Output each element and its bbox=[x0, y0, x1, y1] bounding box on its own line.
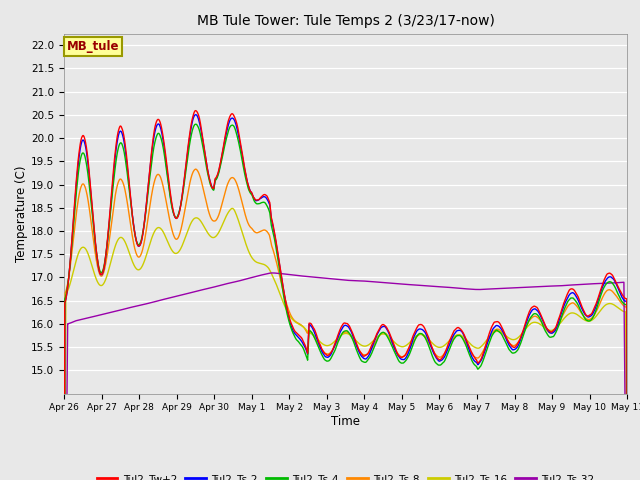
Title: MB Tule Tower: Tule Temps 2 (3/23/17-now): MB Tule Tower: Tule Temps 2 (3/23/17-now… bbox=[196, 14, 495, 28]
Text: MB_tule: MB_tule bbox=[67, 40, 119, 53]
X-axis label: Time: Time bbox=[331, 415, 360, 428]
Legend: Tul2_Tw+2, Tul2_Ts-2, Tul2_Ts-4, Tul2_Ts-8, Tul2_Ts-16, Tul2_Ts-32: Tul2_Tw+2, Tul2_Ts-2, Tul2_Ts-4, Tul2_Ts… bbox=[92, 470, 599, 480]
Y-axis label: Temperature (C): Temperature (C) bbox=[15, 165, 28, 262]
